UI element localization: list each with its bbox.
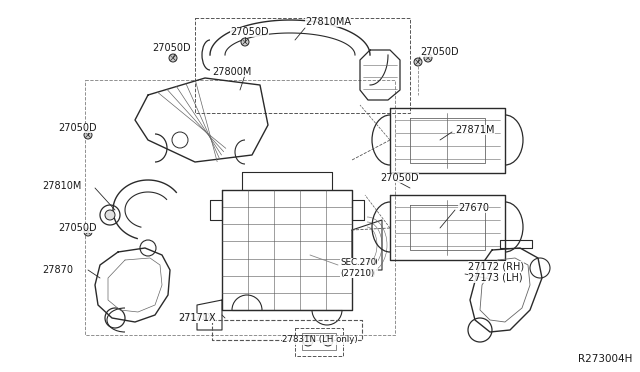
Text: SEC.270
(27210): SEC.270 (27210) bbox=[340, 258, 376, 278]
Text: SEC.270
(27210): SEC.270 (27210) bbox=[340, 258, 378, 278]
Text: 27670: 27670 bbox=[458, 203, 489, 213]
Circle shape bbox=[414, 58, 422, 66]
Text: 27171X: 27171X bbox=[178, 313, 216, 323]
Text: 27800M: 27800M bbox=[212, 67, 252, 77]
Text: 27171X: 27171X bbox=[178, 314, 212, 323]
Bar bbox=[295, 328, 343, 356]
Text: 27172 (RH)
27173 (LH): 27172 (RH) 27173 (LH) bbox=[468, 261, 524, 283]
Circle shape bbox=[105, 210, 115, 220]
Text: 27831N (LH only): 27831N (LH only) bbox=[282, 336, 358, 344]
Text: 27810MA: 27810MA bbox=[305, 17, 351, 27]
Text: 27050D: 27050D bbox=[58, 123, 97, 133]
Text: 27050D: 27050D bbox=[380, 173, 419, 183]
Circle shape bbox=[169, 54, 177, 62]
Text: 27050D: 27050D bbox=[230, 27, 269, 37]
Bar bbox=[195, 18, 410, 113]
Circle shape bbox=[303, 336, 313, 346]
Text: 27050D: 27050D bbox=[420, 47, 459, 57]
Text: 27050D: 27050D bbox=[152, 43, 191, 53]
Text: 27050D: 27050D bbox=[58, 223, 97, 233]
Circle shape bbox=[84, 131, 92, 139]
Text: 27870: 27870 bbox=[42, 265, 73, 275]
Text: R273004H: R273004H bbox=[578, 354, 632, 364]
Circle shape bbox=[424, 54, 432, 62]
Bar bbox=[85, 80, 395, 335]
Text: 27810M: 27810M bbox=[42, 181, 81, 191]
Text: 27871M: 27871M bbox=[455, 125, 495, 135]
Circle shape bbox=[323, 336, 333, 346]
Circle shape bbox=[84, 228, 92, 236]
Circle shape bbox=[241, 38, 249, 46]
